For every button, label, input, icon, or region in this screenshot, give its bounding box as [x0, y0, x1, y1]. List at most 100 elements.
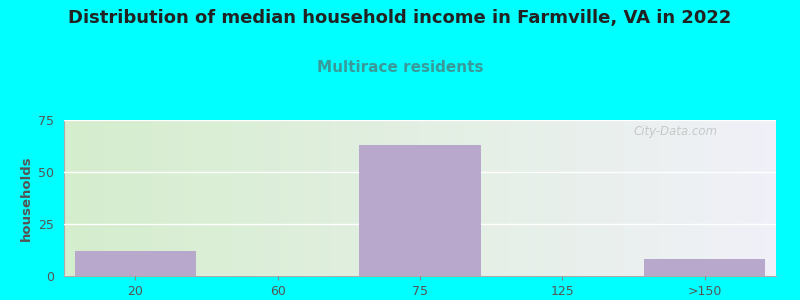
Bar [442, 120, 445, 276]
Bar [203, 120, 206, 276]
Bar [352, 120, 356, 276]
Bar [153, 120, 157, 276]
Bar [374, 120, 378, 276]
Bar [726, 120, 730, 276]
Bar [570, 120, 573, 276]
Bar [637, 120, 641, 276]
Bar [619, 120, 623, 276]
Bar [160, 120, 164, 276]
Bar [89, 120, 93, 276]
Bar [150, 120, 153, 276]
Bar [456, 120, 459, 276]
Bar [430, 120, 434, 276]
Bar [712, 120, 715, 276]
Bar [488, 120, 491, 276]
Bar [573, 120, 577, 276]
Bar [676, 120, 680, 276]
Bar [766, 120, 769, 276]
Bar [420, 120, 423, 276]
Bar [552, 120, 555, 276]
Bar [359, 120, 363, 276]
Bar [267, 120, 270, 276]
Bar [584, 120, 587, 276]
Bar [338, 120, 342, 276]
Bar [580, 120, 584, 276]
Bar [559, 120, 562, 276]
Bar [110, 120, 114, 276]
Bar [634, 120, 637, 276]
Bar [410, 120, 413, 276]
Bar [705, 120, 708, 276]
Bar [644, 260, 766, 276]
Bar [694, 120, 698, 276]
Bar [630, 120, 634, 276]
Bar [462, 120, 466, 276]
Bar [99, 120, 103, 276]
Bar [730, 120, 734, 276]
Bar [167, 120, 171, 276]
Text: Multirace residents: Multirace residents [317, 60, 483, 75]
Bar [641, 120, 644, 276]
Bar [623, 120, 626, 276]
Bar [577, 120, 580, 276]
Bar [320, 120, 324, 276]
Bar [260, 120, 263, 276]
Bar [594, 120, 598, 276]
Bar [118, 120, 121, 276]
Bar [174, 120, 178, 276]
Bar [698, 120, 702, 276]
Bar [246, 120, 249, 276]
Bar [413, 120, 417, 276]
Bar [769, 120, 773, 276]
Bar [520, 120, 523, 276]
Bar [146, 120, 150, 276]
Bar [423, 120, 427, 276]
Bar [331, 120, 334, 276]
Bar [86, 120, 89, 276]
Bar [666, 120, 669, 276]
Bar [278, 120, 281, 276]
Bar [648, 120, 651, 276]
Bar [132, 120, 135, 276]
Bar [238, 120, 242, 276]
Bar [477, 120, 481, 276]
Bar [509, 120, 513, 276]
Bar [281, 120, 285, 276]
Bar [680, 120, 683, 276]
Bar [82, 120, 86, 276]
Bar [256, 120, 260, 276]
Bar [178, 120, 182, 276]
Bar [605, 120, 609, 276]
Bar [494, 120, 498, 276]
Bar [612, 120, 616, 276]
Bar [541, 120, 545, 276]
Bar [506, 120, 509, 276]
Bar [138, 120, 142, 276]
Bar [513, 120, 516, 276]
Bar [747, 120, 751, 276]
Bar [302, 120, 306, 276]
Bar [306, 120, 310, 276]
Bar [64, 120, 67, 276]
Bar [402, 120, 406, 276]
Bar [555, 120, 559, 276]
Bar [381, 120, 385, 276]
Bar [466, 120, 470, 276]
Bar [481, 120, 484, 276]
Bar [253, 120, 256, 276]
Bar [741, 120, 744, 276]
Bar [317, 120, 320, 276]
Bar [683, 120, 687, 276]
Bar [398, 120, 402, 276]
Bar [217, 120, 221, 276]
Bar [231, 120, 235, 276]
Bar [526, 120, 530, 276]
Bar [206, 120, 210, 276]
Bar [285, 120, 288, 276]
Bar [210, 120, 214, 276]
Bar [93, 120, 96, 276]
Bar [334, 120, 338, 276]
Bar [470, 120, 474, 276]
Bar [370, 120, 374, 276]
Bar [221, 120, 224, 276]
